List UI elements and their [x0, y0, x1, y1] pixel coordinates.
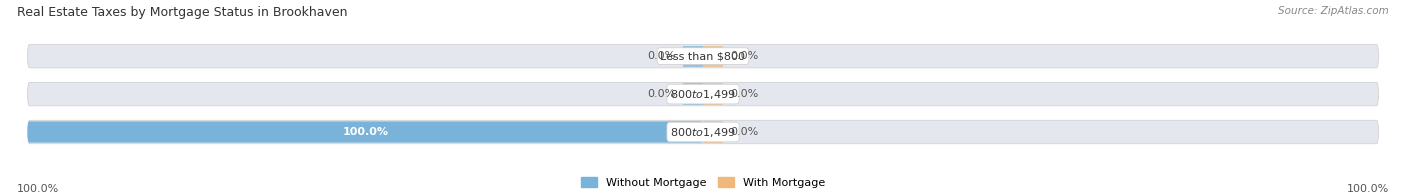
- Bar: [703, 121, 723, 143]
- FancyBboxPatch shape: [28, 121, 703, 143]
- Text: 0.0%: 0.0%: [730, 89, 758, 99]
- Text: $800 to $1,499: $800 to $1,499: [671, 125, 735, 139]
- Bar: [683, 45, 703, 67]
- FancyBboxPatch shape: [28, 82, 1378, 106]
- Bar: [683, 83, 703, 105]
- Text: 100.0%: 100.0%: [17, 184, 59, 194]
- Text: 100.0%: 100.0%: [342, 127, 388, 137]
- Text: Real Estate Taxes by Mortgage Status in Brookhaven: Real Estate Taxes by Mortgage Status in …: [17, 6, 347, 19]
- FancyBboxPatch shape: [28, 44, 1378, 68]
- FancyBboxPatch shape: [28, 120, 1378, 144]
- Text: 0.0%: 0.0%: [730, 51, 758, 61]
- Text: 0.0%: 0.0%: [648, 51, 676, 61]
- Text: $800 to $1,499: $800 to $1,499: [671, 88, 735, 101]
- Bar: [703, 83, 723, 105]
- Text: Less than $800: Less than $800: [661, 51, 745, 61]
- Text: Source: ZipAtlas.com: Source: ZipAtlas.com: [1278, 6, 1389, 16]
- Bar: [703, 45, 723, 67]
- Text: 100.0%: 100.0%: [1347, 184, 1389, 194]
- Text: 0.0%: 0.0%: [730, 127, 758, 137]
- Legend: Without Mortgage, With Mortgage: Without Mortgage, With Mortgage: [576, 172, 830, 192]
- Text: 0.0%: 0.0%: [648, 89, 676, 99]
